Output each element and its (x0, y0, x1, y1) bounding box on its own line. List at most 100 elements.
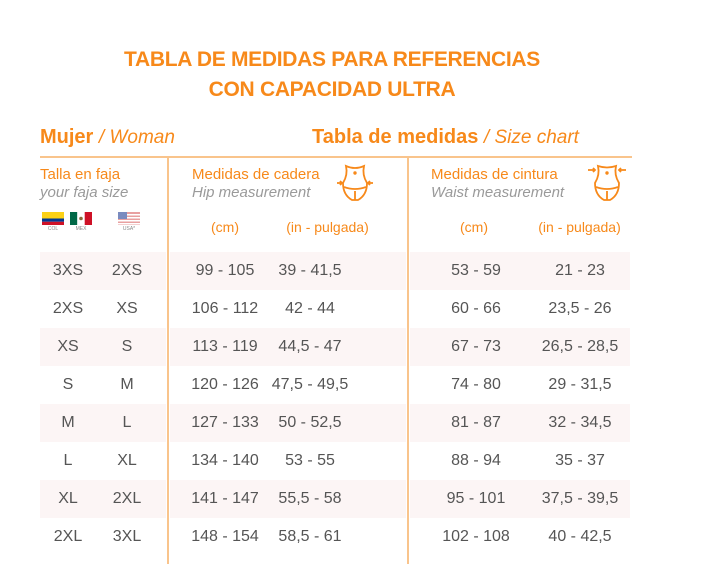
row-shade (170, 480, 406, 518)
header-woman: Mujer / Woman (40, 126, 175, 149)
cell-hip-cm: 106 - 112 (191, 300, 259, 317)
flag-mexico-icon (70, 212, 92, 225)
row-shade (410, 328, 630, 366)
flag-label-usa: USA* (122, 226, 136, 232)
header-woman-en: / Woman (98, 127, 175, 148)
row-shade (40, 252, 166, 290)
title-line-2: CON CAPACIDAD ULTRA (208, 78, 456, 101)
cell-size-usa: XL (117, 452, 137, 469)
table-row: 2XS XS 106 - 112 42 - 44 60 - 66 23,5 - 26 (0, 290, 711, 328)
cell-size-col-mex: L (63, 452, 73, 469)
row-shade (410, 404, 630, 442)
cell-waist-cm: 88 - 94 (451, 452, 501, 469)
table-row: L XL 134 - 140 53 - 55 88 - 94 35 - 37 (0, 442, 711, 480)
cell-waist-in: 26,5 - 28,5 (541, 338, 619, 355)
waist-unit-cm: (cm) (460, 219, 488, 235)
cell-size-usa: 3XL (112, 528, 142, 545)
cell-size-usa: M (120, 376, 134, 393)
size-column-header: Talla en faja your faja size (40, 166, 128, 202)
column-divider (167, 158, 169, 564)
table-row: XS S 113 - 119 44,5 - 47 67 - 73 26,5 - 28,5 (0, 328, 711, 366)
table-row: 2XL 3XL 148 - 154 58,5 - 61 102 - 108 40 - 42… (0, 518, 711, 556)
waist-label-en: Waist measurement (431, 184, 565, 201)
row-shade (40, 404, 166, 442)
table-row: S M 120 - 126 47,5 - 49,5 74 - 80 29 - 31,5 (0, 366, 711, 404)
cell-hip-cm: 141 - 147 (191, 490, 259, 507)
table-row: XL 2XL 141 - 147 55,5 - 58 95 - 101 37,5 - 39… (0, 480, 711, 518)
header-size-chart: Tabla de medidas / Size chart (312, 126, 579, 149)
cell-size-col-mex: M (61, 414, 75, 431)
cell-hip-cm: 148 - 154 (191, 528, 259, 545)
hip-label-es: Medidas de cadera (192, 166, 320, 183)
cell-waist-cm: 74 - 80 (451, 376, 501, 393)
cell-hip-in: 58,5 - 61 (278, 528, 342, 545)
flag-label-mex: MEX (75, 226, 87, 232)
header-size-chart-en: / Size chart (483, 127, 579, 148)
hip-label-en: Hip measurement (192, 184, 311, 201)
cell-waist-in: 40 - 42,5 (548, 528, 612, 545)
cell-size-usa: 2XS (111, 262, 143, 279)
header-divider (40, 156, 632, 158)
waist-column-header: Medidas de cintura Waist measurement (431, 166, 564, 202)
cell-hip-cm: 99 - 105 (195, 262, 255, 279)
cell-waist-in: 35 - 37 (555, 452, 605, 469)
header-woman-es: Mujer (40, 126, 94, 148)
cell-hip-in: 39 - 41,5 (278, 262, 342, 279)
size-label-es: Talla en faja (40, 166, 121, 183)
cell-size-col-mex: XL (58, 490, 78, 507)
cell-hip-cm: 127 - 133 (191, 414, 259, 431)
header-size-chart-es: Tabla de medidas (312, 126, 479, 148)
table-row: 3XS 2XS 99 - 105 39 - 41,5 53 - 59 21 - 23 (0, 252, 711, 290)
hip-unit-cm: (cm) (211, 219, 239, 235)
cell-size-col-mex: 2XS (52, 300, 84, 317)
cell-waist-in: 32 - 34,5 (548, 414, 612, 431)
row-shade (170, 252, 406, 290)
hip-measure-icon (337, 164, 373, 201)
column-divider (407, 158, 409, 564)
flag-label-col: COL (47, 226, 59, 232)
cell-size-col-mex: 3XS (52, 262, 84, 279)
row-shade (40, 328, 166, 366)
cell-waist-cm: 81 - 87 (451, 414, 501, 431)
cell-waist-in: 23,5 - 26 (548, 300, 612, 317)
cell-waist-cm: 53 - 59 (451, 262, 501, 279)
cell-waist-in: 21 - 23 (555, 262, 605, 279)
row-shade (170, 404, 406, 442)
size-label-en: your faja size (40, 184, 129, 201)
row-shade (410, 480, 630, 518)
cell-hip-cm: 120 - 126 (191, 376, 259, 393)
cell-size-col-mex: S (62, 376, 74, 393)
cell-hip-in: 55,5 - 58 (278, 490, 342, 507)
row-shade (410, 252, 630, 290)
cell-waist-in: 37,5 - 39,5 (541, 490, 619, 507)
cell-hip-in: 53 - 55 (285, 452, 335, 469)
hip-unit-in: (in - pulgada) (286, 219, 369, 235)
cell-waist-cm: 95 - 101 (446, 490, 506, 507)
flag-usa-icon (118, 212, 140, 225)
flag-colombia-icon (42, 212, 64, 225)
hip-column-header: Medidas de cadera Hip measurement (192, 166, 320, 202)
row-shade (40, 480, 166, 518)
cell-size-usa: XS (116, 300, 138, 317)
cell-waist-in: 29 - 31,5 (548, 376, 612, 393)
cell-size-col-mex: XS (57, 338, 79, 355)
cell-hip-in: 47,5 - 49,5 (271, 376, 349, 393)
cell-hip-in: 42 - 44 (285, 300, 335, 317)
cell-size-usa: S (121, 338, 133, 355)
table-row: M L 127 - 133 50 - 52,5 81 - 87 32 - 34,5 (0, 404, 711, 442)
cell-size-col-mex: 2XL (53, 528, 83, 545)
waist-unit-in: (in - pulgada) (538, 219, 621, 235)
cell-hip-in: 44,5 - 47 (278, 338, 342, 355)
cell-waist-cm: 67 - 73 (451, 338, 501, 355)
cell-waist-cm: 60 - 66 (451, 300, 501, 317)
cell-hip-in: 50 - 52,5 (278, 414, 342, 431)
cell-size-usa: L (122, 414, 132, 431)
cell-waist-cm: 102 - 108 (442, 528, 510, 545)
title-line-1: TABLA DE MEDIDAS PARA REFERENCIAS (124, 48, 540, 71)
row-shade (170, 328, 406, 366)
cell-size-usa: 2XL (112, 490, 142, 507)
cell-hip-cm: 113 - 119 (192, 338, 258, 355)
cell-hip-cm: 134 - 140 (191, 452, 259, 469)
waist-label-es: Medidas de cintura (431, 166, 558, 183)
